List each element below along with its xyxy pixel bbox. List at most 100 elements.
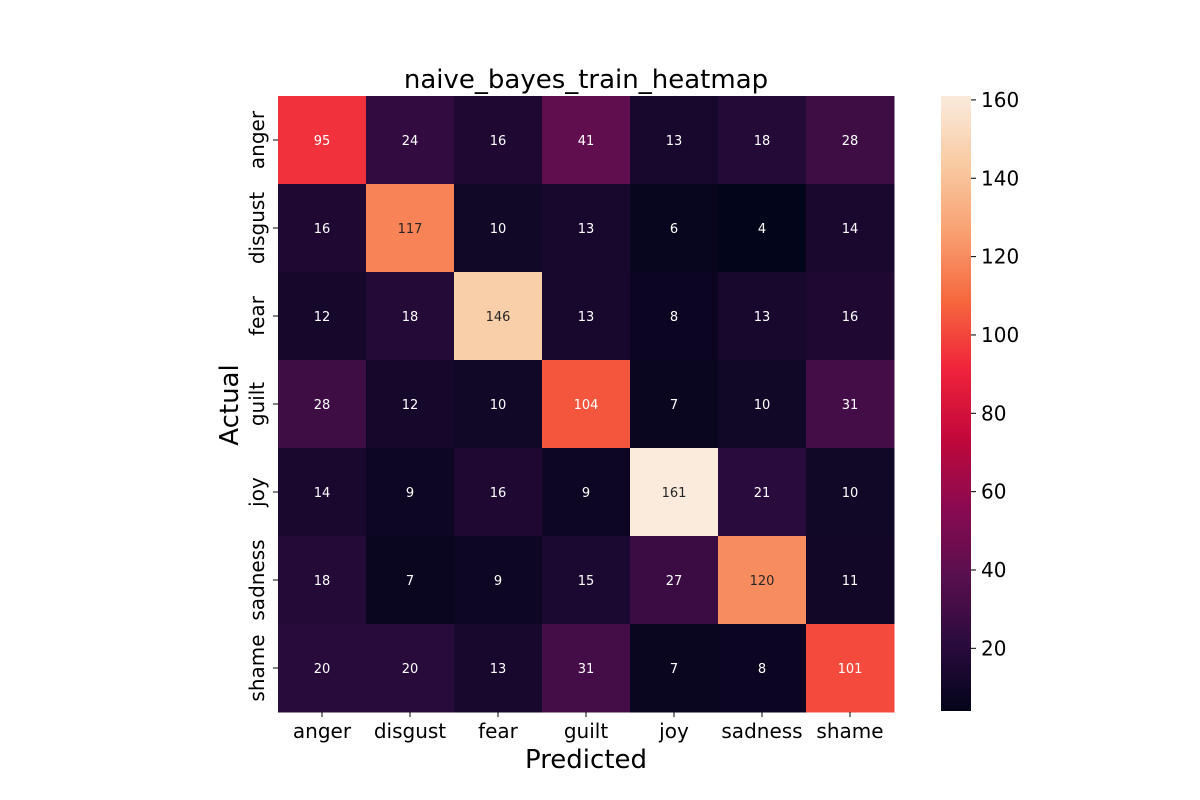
cell-value-label: 16 xyxy=(842,310,859,325)
x-tick-label: disgust xyxy=(374,719,446,743)
cell-value-label: 104 xyxy=(574,398,599,413)
cell-value-label: 12 xyxy=(314,310,331,325)
cell-value-label: 146 xyxy=(486,310,511,325)
cell-value-label: 27 xyxy=(666,574,683,589)
cell-value-label: 10 xyxy=(754,398,771,413)
heatmap-cell xyxy=(542,448,631,537)
chart-title: naive_bayes_train_heatmap xyxy=(404,65,768,95)
x-tick-label: anger xyxy=(293,719,352,743)
heatmap-cell xyxy=(718,536,807,625)
cell-value-label: 13 xyxy=(666,134,683,149)
heatmap-cell xyxy=(806,360,895,449)
cell-value-label: 18 xyxy=(754,134,771,149)
heatmap-cell xyxy=(366,96,455,185)
y-axis-ticks: anger disgust fear guilt joy sadness shame xyxy=(245,110,278,702)
heatmap-cell xyxy=(630,272,719,361)
heatmap-cell xyxy=(806,448,895,537)
colorbar-tick-label: 140 xyxy=(981,166,1019,190)
y-tick-label: joy xyxy=(245,477,269,508)
heatmap-cell xyxy=(366,184,455,273)
heatmap-cell xyxy=(630,96,719,185)
colorbar-ticks: 20 40 60 80 100 120 140 160 xyxy=(971,88,1019,660)
y-tick-label: fear xyxy=(245,295,269,336)
heatmap-cell xyxy=(806,272,895,361)
x-tick-label: fear xyxy=(478,719,519,743)
colorbar-tick-label: 160 xyxy=(981,88,1019,112)
heatmap-cells xyxy=(278,96,895,713)
y-tick-label: disgust xyxy=(245,192,269,264)
cell-value-label: 18 xyxy=(402,310,419,325)
heatmap-cell xyxy=(278,272,367,361)
y-tick-label: guilt xyxy=(245,382,269,426)
cell-value-label: 13 xyxy=(578,222,595,237)
cell-value-label: 10 xyxy=(490,398,507,413)
cell-value-label: 31 xyxy=(842,398,859,413)
cell-value-label: 21 xyxy=(754,486,771,501)
cell-value-label: 9 xyxy=(494,574,502,589)
x-axis-ticks: anger disgust fear guilt joy sadness shame xyxy=(293,712,884,743)
heatmap-cell xyxy=(718,184,807,273)
heatmap-cell xyxy=(366,536,455,625)
x-tick-label: guilt xyxy=(564,719,608,743)
cell-value-label: 41 xyxy=(578,134,595,149)
cell-value-label: 20 xyxy=(402,662,419,677)
cell-value-label: 20 xyxy=(314,662,331,677)
heatmap-cell xyxy=(630,184,719,273)
cell-value-label: 31 xyxy=(578,662,595,677)
cell-value-label: 9 xyxy=(582,486,590,501)
cell-value-label: 95 xyxy=(314,134,331,149)
heatmap-cell xyxy=(806,96,895,185)
heatmap-cell xyxy=(454,624,543,713)
heatmap-cell xyxy=(630,536,719,625)
cell-value-label: 8 xyxy=(670,310,678,325)
cell-value-label: 14 xyxy=(842,222,859,237)
cell-value-label: 28 xyxy=(314,398,331,413)
heatmap-cell xyxy=(630,448,719,537)
colorbar-tick-label: 60 xyxy=(981,480,1006,504)
heatmap-cell xyxy=(630,624,719,713)
heatmap-cell xyxy=(542,624,631,713)
cell-value-label: 6 xyxy=(670,222,678,237)
heatmap-cell xyxy=(718,96,807,185)
cell-value-label: 15 xyxy=(578,574,595,589)
heatmap-cell xyxy=(366,360,455,449)
heatmap-cell xyxy=(718,448,807,537)
cell-value-label: 18 xyxy=(314,574,331,589)
cell-value-label: 11 xyxy=(842,574,859,589)
heatmap-cell xyxy=(542,360,631,449)
heatmap-cell xyxy=(278,536,367,625)
cell-value-label: 7 xyxy=(670,398,678,413)
heatmap-cell xyxy=(454,448,543,537)
cell-value-label: 8 xyxy=(758,662,766,677)
heatmap-cell xyxy=(454,272,543,361)
heatmap-cell xyxy=(454,96,543,185)
colorbar-tick-label: 120 xyxy=(981,245,1019,269)
cell-value-label: 10 xyxy=(490,222,507,237)
colorbar-tick-label: 40 xyxy=(981,558,1006,582)
cell-value-label: 117 xyxy=(398,222,423,237)
colorbar-tick-label: 80 xyxy=(981,401,1006,425)
heatmap-cell xyxy=(630,360,719,449)
heatmap-cell xyxy=(806,624,895,713)
cell-value-label: 9 xyxy=(406,486,414,501)
x-tick-label: shame xyxy=(816,719,883,743)
heatmap-cell xyxy=(806,184,895,273)
x-tick-label: joy xyxy=(658,719,689,743)
heatmap-cell xyxy=(366,448,455,537)
heatmap-cell xyxy=(718,272,807,361)
heatmap-cell xyxy=(278,448,367,537)
cell-value-label: 16 xyxy=(490,134,507,149)
cell-value-label: 7 xyxy=(670,662,678,677)
heatmap-cell xyxy=(366,272,455,361)
heatmap-cell xyxy=(718,624,807,713)
cell-value-label: 28 xyxy=(842,134,859,149)
heatmap-cell xyxy=(454,184,543,273)
colorbar-tick-label: 20 xyxy=(981,636,1006,660)
heatmap-cell xyxy=(542,184,631,273)
y-tick-label: sadness xyxy=(245,539,269,620)
heatmap-cell xyxy=(278,96,367,185)
heatmap-cell xyxy=(278,360,367,449)
heatmap-cell xyxy=(542,96,631,185)
cell-value-label: 16 xyxy=(490,486,507,501)
